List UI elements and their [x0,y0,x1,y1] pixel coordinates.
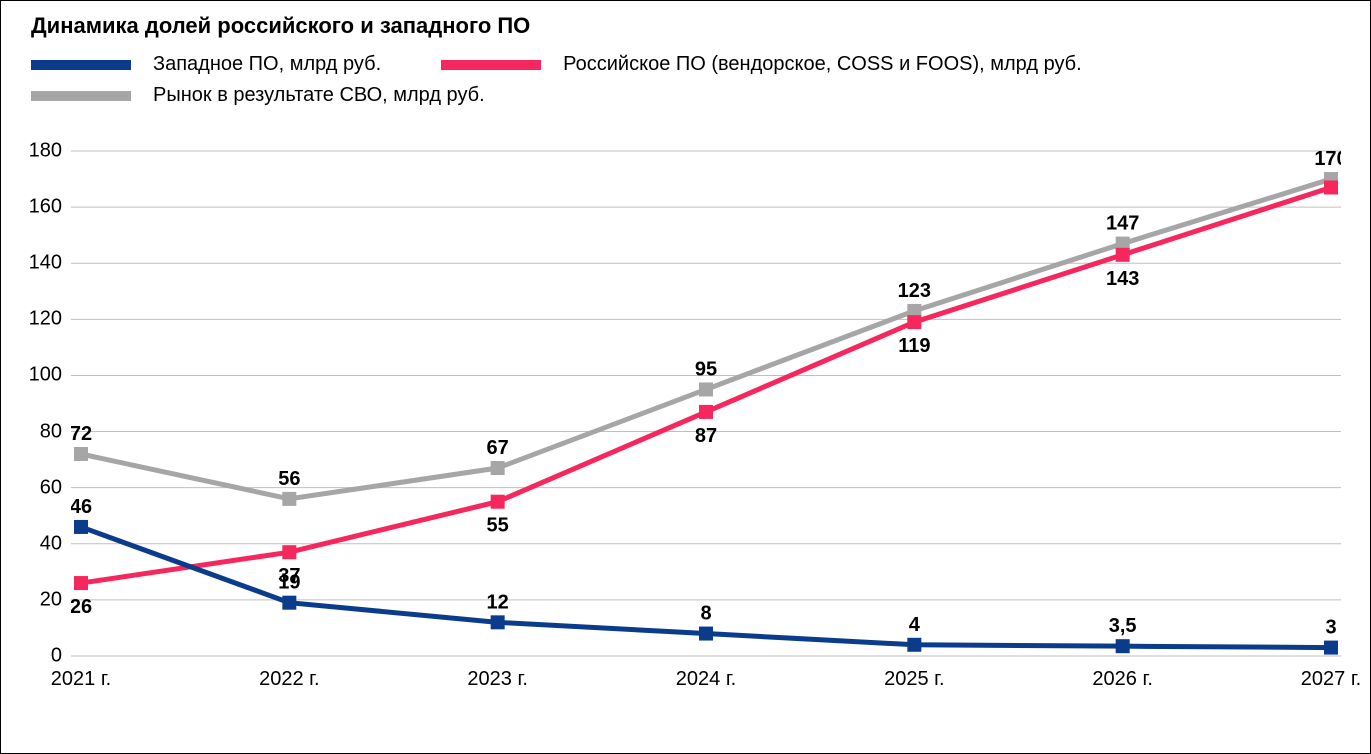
svg-text:26: 26 [71,596,92,618]
svg-text:37: 37 [278,565,300,587]
y-tick-label: 60 [40,476,62,499]
y-tick-label: 160 [29,196,62,219]
svg-text:87: 87 [695,425,717,447]
svg-text:95: 95 [695,358,717,380]
x-tick-label: 2022 г. [259,668,319,691]
legend: Западное ПО, млрд руб. Российское ПО (ве… [31,53,1331,115]
legend-item-western: Западное ПО, млрд руб. [31,53,381,76]
svg-text:56: 56 [278,468,300,490]
svg-text:55: 55 [487,515,509,537]
svg-text:8: 8 [700,603,711,625]
x-tick-label: 2021 г. [51,668,111,691]
x-tick-label: 2025 г. [884,668,944,691]
legend-row-1: Западное ПО, млрд руб. Российское ПО (ве… [31,53,1331,76]
svg-text:4: 4 [909,614,921,636]
svg-text:147: 147 [1106,213,1139,235]
svg-text:123: 123 [898,280,931,302]
y-tick-label: 100 [29,364,62,387]
x-tick-label: 2026 г. [1092,668,1152,691]
svg-text:143: 143 [1106,268,1139,290]
legend-label: Рынок в результате СВО, млрд руб. [153,84,485,107]
y-tick-label: 20 [40,588,62,611]
y-tick-label: 180 [29,140,62,163]
legend-label: Западное ПО, млрд руб. [153,53,381,76]
svg-text:46: 46 [71,496,92,518]
chart-title: Динамика долей российского и западного П… [31,13,530,39]
x-tick-label: 2027 г. [1301,668,1361,691]
legend-label: Российское ПО (вендорское, COSS и FOOS),… [563,53,1082,76]
y-tick-label: 0 [51,645,62,668]
x-tick-label: 2024 г. [676,668,736,691]
legend-swatch [31,91,131,101]
x-tick-label: 2023 г. [467,668,527,691]
legend-item-market: Рынок в результате СВО, млрд руб. [31,84,485,107]
legend-item-russian: Российское ПО (вендорское, COSS и FOOS),… [441,53,1082,76]
plot-area: 461912843,532637558711914372566795123147… [71,141,1341,686]
svg-text:67: 67 [487,437,509,459]
legend-row-2: Рынок в результате СВО, млрд руб. [31,84,1331,107]
y-tick-label: 80 [40,420,62,443]
legend-swatch [31,60,131,70]
svg-text:3,5: 3,5 [1109,615,1137,637]
svg-text:119: 119 [898,335,930,357]
y-tick-label: 40 [40,532,62,555]
chart-container: Динамика долей российского и западного П… [0,0,1371,754]
svg-text:3: 3 [1325,617,1336,639]
svg-text:12: 12 [487,591,509,613]
svg-text:170: 170 [1314,148,1341,170]
y-tick-label: 140 [29,252,62,275]
svg-text:72: 72 [71,423,92,445]
y-tick-label: 120 [29,308,62,331]
legend-swatch [441,60,541,70]
